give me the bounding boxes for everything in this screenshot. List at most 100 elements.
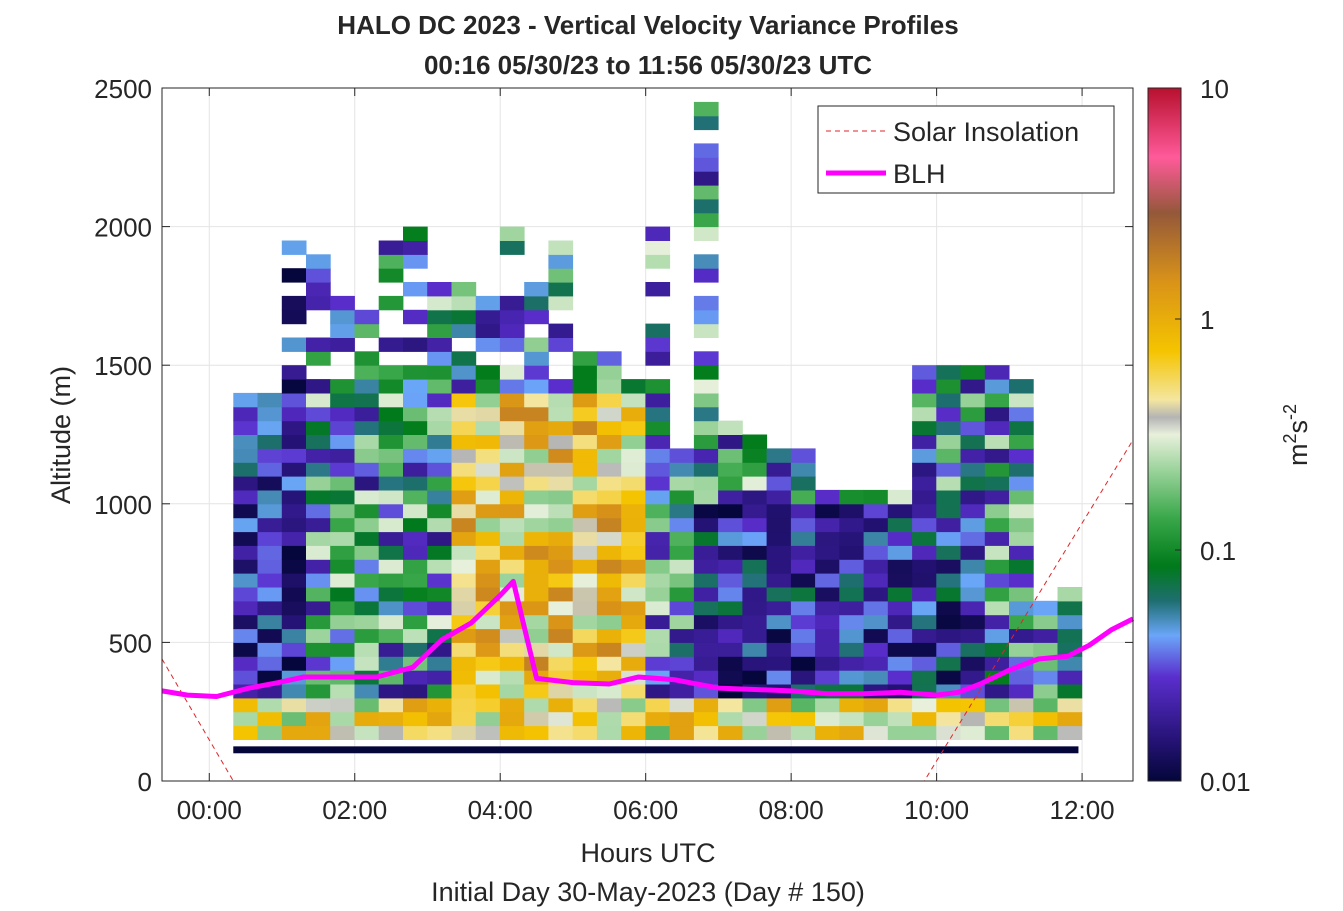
heatmap-cell <box>306 434 331 449</box>
heatmap-cell <box>548 462 574 477</box>
heatmap-cell <box>596 642 622 657</box>
heatmap-cell <box>766 531 792 546</box>
heatmap-cell <box>621 697 646 713</box>
heatmap-cell <box>548 711 574 727</box>
heatmap-cell <box>1009 434 1034 449</box>
heatmap-cell <box>378 517 404 533</box>
heatmap-cell <box>766 489 792 505</box>
heatmap-cell <box>887 503 913 519</box>
heatmap-cell <box>354 420 380 435</box>
heatmap-cell <box>427 614 452 630</box>
heatmap-cell <box>693 323 719 338</box>
heatmap-cell <box>669 503 695 519</box>
heatmap-cell <box>960 406 986 422</box>
heatmap-cell <box>984 684 1010 699</box>
heatmap-cell <box>936 587 961 602</box>
heatmap-cell <box>936 503 961 519</box>
heatmap-cell <box>596 531 622 546</box>
heatmap-cell <box>330 531 355 546</box>
heatmap-cell <box>960 725 986 740</box>
heatmap-cell <box>912 365 937 380</box>
heatmap-cell <box>330 517 355 533</box>
heatmap-cell <box>306 476 331 491</box>
heatmap-cell <box>281 365 307 380</box>
heatmap-cell <box>912 725 937 740</box>
heatmap-cell <box>596 420 622 435</box>
heatmap-cell <box>427 365 452 380</box>
heatmap-cell <box>378 614 404 630</box>
heatmap-cell <box>475 462 501 477</box>
heatmap-cell <box>572 531 598 546</box>
heatmap-cell <box>936 711 961 727</box>
heatmap-cell <box>330 587 355 602</box>
heatmap-cell <box>403 670 428 685</box>
heatmap-cell <box>524 420 549 435</box>
heatmap-cell <box>912 531 937 546</box>
heatmap-cell <box>718 517 743 533</box>
heatmap-cell <box>887 642 913 657</box>
heatmap-cell <box>1057 656 1083 671</box>
heatmap-cell <box>281 309 307 325</box>
heatmap-cell <box>475 337 501 352</box>
heatmap-cell <box>524 573 549 588</box>
heatmap-cell <box>378 462 404 477</box>
heatmap-cell <box>693 268 719 283</box>
heatmap-cell <box>839 489 864 505</box>
heatmap-cell <box>621 545 646 560</box>
heatmap-cell <box>1009 684 1034 699</box>
heatmap-cell <box>912 420 937 435</box>
heatmap-cell <box>766 503 792 519</box>
heatmap-cell <box>693 614 719 630</box>
heatmap-cell <box>378 628 404 643</box>
heatmap-cell <box>1033 697 1058 713</box>
heatmap-cell <box>863 628 889 643</box>
heatmap-cell <box>427 670 452 685</box>
heatmap-cell <box>596 489 622 505</box>
heatmap-cell <box>427 282 452 297</box>
heatmap-cell <box>815 656 840 671</box>
heatmap-cell <box>645 642 671 657</box>
heatmap-cell <box>572 642 598 657</box>
heatmap-cell <box>257 614 283 630</box>
heatmap-cell <box>403 503 428 519</box>
heatmap-cell <box>451 711 477 727</box>
heatmap-cell <box>233 614 258 630</box>
heatmap-cell <box>742 656 768 671</box>
heatmap-cell <box>499 420 525 435</box>
heatmap-cell <box>427 462 452 477</box>
heatmap-cell <box>403 628 428 643</box>
heatmap-cell <box>451 351 477 366</box>
colorbar-tick-label: 1 <box>1200 305 1214 335</box>
heatmap-cell <box>887 656 913 671</box>
heatmap-cell <box>403 573 428 588</box>
heatmap-cell <box>451 406 477 422</box>
heatmap-cell <box>1009 462 1034 477</box>
heatmap-cell <box>306 268 331 283</box>
heatmap-cell <box>548 489 574 505</box>
heatmap-cell <box>354 392 380 408</box>
heatmap-cell <box>378 379 404 394</box>
heatmap-cell <box>742 628 768 643</box>
heatmap-cell <box>693 448 719 463</box>
heatmap-cell <box>596 600 622 616</box>
heatmap-cell <box>718 711 743 727</box>
heatmap-cell <box>451 462 477 477</box>
heatmap-cell <box>475 656 501 671</box>
heatmap-cell <box>524 434 549 449</box>
heatmap-cell <box>524 587 549 602</box>
heatmap-cell <box>742 642 768 657</box>
heatmap-cell <box>572 587 598 602</box>
heatmap-cell <box>984 628 1010 643</box>
heatmap-cell <box>427 434 452 449</box>
x-axis-ticks: 00:00 02:00 04:00 06:00 08:00 10:00 12:00 <box>177 88 1115 825</box>
heatmap-cell <box>1033 614 1058 630</box>
heatmap-cell <box>403 711 428 727</box>
heatmap-cell <box>572 559 598 574</box>
heatmap-cell <box>330 434 355 449</box>
heatmap-cell <box>233 587 258 602</box>
heatmap-cell <box>548 559 574 574</box>
heatmap-cell <box>233 476 258 491</box>
heatmap-cell <box>984 725 1010 740</box>
heatmap-cell <box>669 600 695 616</box>
heatmap-cell <box>718 476 743 491</box>
